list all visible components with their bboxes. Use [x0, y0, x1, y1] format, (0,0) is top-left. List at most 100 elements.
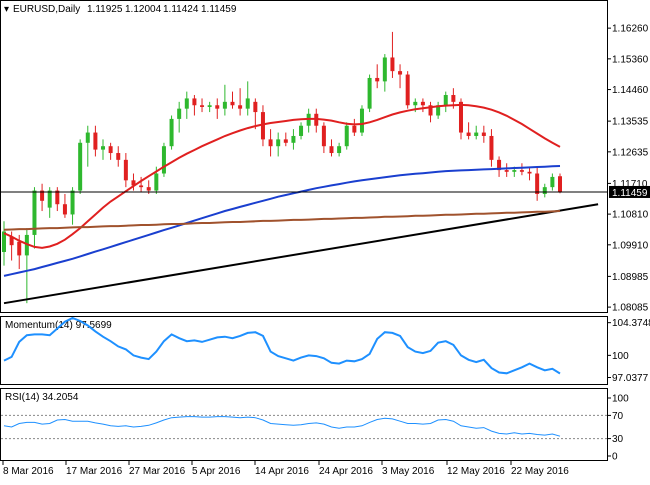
candle-body — [78, 142, 83, 191]
candle-body — [238, 105, 243, 109]
candle-body — [55, 190, 60, 205]
main-panel — [0, 0, 608, 313]
trendline — [3, 203, 599, 305]
candle-body — [299, 125, 304, 136]
candle-body — [253, 101, 258, 113]
candle-body — [329, 146, 334, 154]
candle-body — [108, 146, 113, 154]
ohlc-open: 1.11925 — [87, 4, 123, 15]
candle-body — [443, 95, 448, 106]
price-tick-label: 1.08985 — [612, 272, 649, 283]
candle-body — [154, 173, 159, 191]
candle-body — [344, 125, 349, 147]
momentum-tick-label: 100 — [612, 351, 629, 362]
moving-averages — [3, 103, 599, 305]
candle-body — [481, 132, 486, 136]
rsi-axis: 100 70 30 0 — [607, 394, 629, 463]
candle-body — [207, 105, 212, 107]
momentum-tick-label: 104.3748 — [612, 318, 650, 329]
candle-body — [337, 146, 342, 154]
candle-body — [550, 176, 555, 188]
date-tick-label: 8 Mar 2016 — [3, 466, 54, 477]
price-tick-label: 1.16260 — [612, 24, 649, 35]
candle-body — [93, 132, 98, 150]
price-tick-label: 1.10810 — [612, 210, 649, 221]
candle-body — [420, 101, 425, 106]
price-tick-label: 1.13535 — [612, 117, 649, 128]
candle-body — [245, 98, 250, 109]
sma20-line — [3, 103, 561, 249]
candle-body — [184, 98, 189, 109]
candle-body — [519, 170, 524, 172]
rsi-tick-label: 70 — [612, 411, 624, 422]
candle-body — [283, 139, 288, 143]
candle-body — [474, 132, 479, 136]
candle-body — [101, 146, 106, 150]
chart-dropdown-icon[interactable]: ▾ — [4, 4, 9, 15]
candle-body — [398, 71, 403, 75]
price-tick-label: 1.15360 — [612, 54, 649, 65]
current-price-label: 1.11459 — [612, 188, 648, 199]
candle-body — [116, 153, 121, 160]
candle-body — [276, 139, 281, 147]
candle-body — [451, 95, 456, 102]
date-tick-label: 22 May 2016 — [511, 466, 569, 477]
ohlc-close: 1.11459 — [201, 4, 237, 15]
candle-body — [70, 190, 75, 215]
candle-body — [260, 112, 265, 140]
date-tick-label: 5 Apr 2016 — [192, 466, 241, 477]
date-tick-label: 12 May 2016 — [447, 466, 505, 477]
rsi-tick-label: 30 — [612, 434, 624, 445]
candle-body — [146, 187, 151, 191]
date-tick-label: 14 Apr 2016 — [255, 466, 309, 477]
candle-body — [542, 187, 547, 194]
price-tick-label: 1.12635 — [612, 147, 649, 158]
candle-body — [428, 105, 433, 116]
candle-body — [131, 180, 136, 186]
candle-body — [291, 135, 296, 143]
candle-body — [139, 185, 144, 188]
candle-body — [123, 159, 128, 181]
current-price-box — [609, 185, 650, 198]
candle-body — [2, 231, 6, 252]
rsi-line — [3, 416, 561, 437]
candle-body — [489, 135, 494, 160]
candle-body — [382, 57, 387, 82]
candle-body — [458, 101, 463, 133]
candle-body — [497, 159, 502, 171]
candle-body — [40, 190, 45, 201]
candle-body — [535, 173, 540, 194]
momentum-line — [3, 316, 561, 375]
candle-body — [558, 176, 562, 192]
candle-body — [192, 98, 197, 106]
candle-body — [359, 108, 364, 133]
candle-body — [268, 139, 273, 147]
candle-body — [215, 105, 220, 109]
sma50-line — [3, 165, 561, 277]
date-tick-label: 24 Apr 2016 — [319, 466, 373, 477]
date-tick-label: 27 Mar 2016 — [129, 466, 186, 477]
candle-body — [169, 118, 174, 147]
candle-body — [504, 170, 509, 172]
candle-body — [367, 77, 372, 109]
candle-body — [527, 171, 532, 174]
candle-body — [9, 236, 14, 246]
candle-body — [413, 101, 418, 106]
candle-body — [230, 101, 235, 106]
momentum-tick-label: 97.0377 — [612, 373, 649, 384]
candle-body — [161, 146, 166, 174]
candle-body — [222, 101, 227, 109]
candle-body — [405, 74, 410, 106]
rsi-tick-label: 0 — [612, 452, 618, 463]
ohlc-low: 1.11424 — [163, 4, 199, 15]
price-tick-label: 1.14460 — [612, 85, 649, 96]
rsi-tick-label: 100 — [612, 394, 629, 405]
candle-body — [321, 125, 326, 147]
momentum-title: Momentum(14) 97.5699 — [5, 320, 112, 331]
candle-body — [466, 132, 471, 136]
candle-body — [177, 108, 182, 119]
candle-body — [85, 132, 90, 143]
date-tick-label: 3 May 2016 — [382, 466, 435, 477]
price-tick-label: 1.09910 — [612, 240, 649, 251]
